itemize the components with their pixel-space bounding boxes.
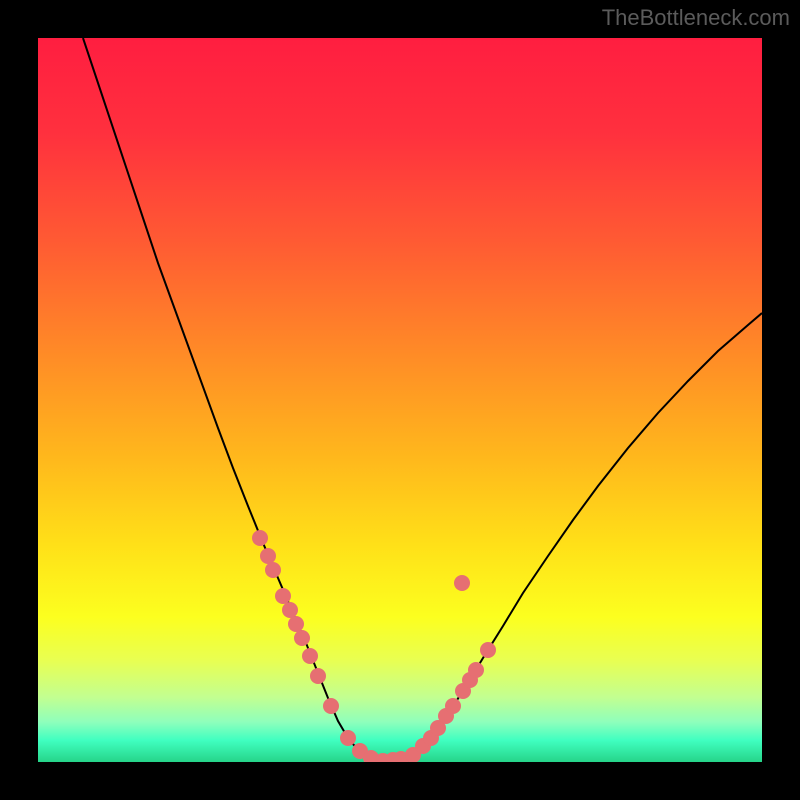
scatter-point: [288, 616, 304, 632]
chart-svg: [38, 38, 762, 762]
chart-container: TheBottleneck.com: [0, 0, 800, 800]
scatter-point: [445, 698, 461, 714]
scatter-point: [454, 575, 470, 591]
scatter-point: [302, 648, 318, 664]
scatter-point: [282, 602, 298, 618]
scatter-point: [252, 530, 268, 546]
plot-area: [38, 38, 762, 762]
scatter-point: [480, 642, 496, 658]
scatter-point: [468, 662, 484, 678]
watermark-text: TheBottleneck.com: [602, 5, 790, 31]
gradient-background: [38, 38, 762, 762]
scatter-point: [323, 698, 339, 714]
scatter-point: [310, 668, 326, 684]
scatter-point: [265, 562, 281, 578]
scatter-point: [260, 548, 276, 564]
scatter-point: [275, 588, 291, 604]
scatter-point: [294, 630, 310, 646]
scatter-point: [340, 730, 356, 746]
